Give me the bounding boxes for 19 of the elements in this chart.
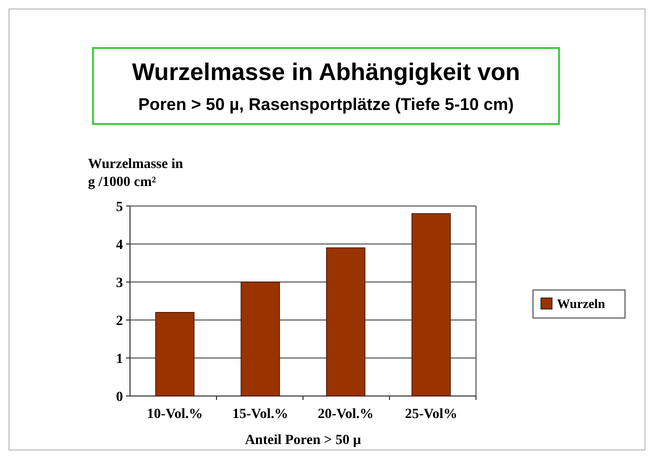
x-tick-label: 15-Vol.% — [232, 407, 288, 422]
y-tick-label: 2 — [116, 314, 123, 329]
bar — [412, 213, 451, 396]
chart-subtitle: Poren > 50 µ, Rasensportplätze (Tiefe 5-10 cm) — [138, 95, 514, 114]
y-tick-label: 1 — [116, 352, 123, 367]
chart-title: Wurzelmasse in Abhängigkeit von — [132, 59, 520, 86]
x-tick-label: 10-Vol.% — [146, 407, 203, 422]
x-tick-label: 20-Vol.% — [318, 407, 374, 422]
bar — [240, 282, 280, 396]
y-tick-label: 0 — [116, 390, 123, 405]
x-tick-label: 25-Vol% — [404, 407, 458, 422]
x-axis-title: Anteil Poren > 50 µ — [244, 433, 362, 448]
y-tick-label: 5 — [116, 200, 123, 215]
bar — [326, 247, 366, 396]
y-tick-label: 4 — [116, 238, 123, 253]
y-axis-title: Wurzelmasse in g /1000 cm² — [88, 157, 184, 190]
legend-label: Wurzeln — [557, 296, 606, 311]
y-tick-label: 3 — [116, 276, 123, 291]
bar — [155, 312, 194, 396]
